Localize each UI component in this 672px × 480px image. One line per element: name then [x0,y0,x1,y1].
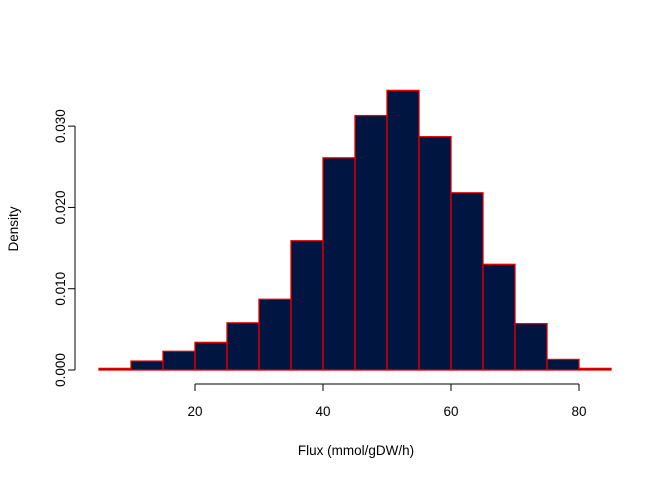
x-tick-label: 60 [443,404,458,419]
histogram-bar [514,323,548,371]
histogram-bars [98,89,612,371]
histogram-bar [322,157,356,371]
x-tick-label: 40 [315,404,330,419]
y-axis-title: Density [6,206,21,251]
histogram-bar [450,192,484,371]
histogram-bar [546,358,580,371]
x-tick-label: 80 [571,404,586,419]
histogram-bar [290,240,324,371]
histogram-bar [482,263,516,371]
histogram-bar [98,367,132,371]
histogram-bar [418,136,452,371]
y-axis: 0.000 0.010 0.020 0.030 [53,109,76,387]
histogram-bar [226,322,260,371]
histogram-bar [162,350,196,371]
histogram-bar [258,298,292,371]
histogram-bar [386,89,420,371]
histogram-bar [354,114,388,371]
y-tick-label: 0.010 [53,272,68,306]
histogram-bar [194,341,228,371]
x-tick-label: 20 [187,404,202,419]
y-tick-label: 0.020 [53,191,68,225]
x-axis-title: Flux (mmol/gDW/h) [298,443,414,458]
histogram-bar [578,367,612,371]
y-tick-label: 0.030 [53,109,68,143]
x-axis: 20 40 60 80 [187,383,587,419]
histogram-bar [130,360,164,371]
y-tick-label: 0.000 [53,353,68,387]
